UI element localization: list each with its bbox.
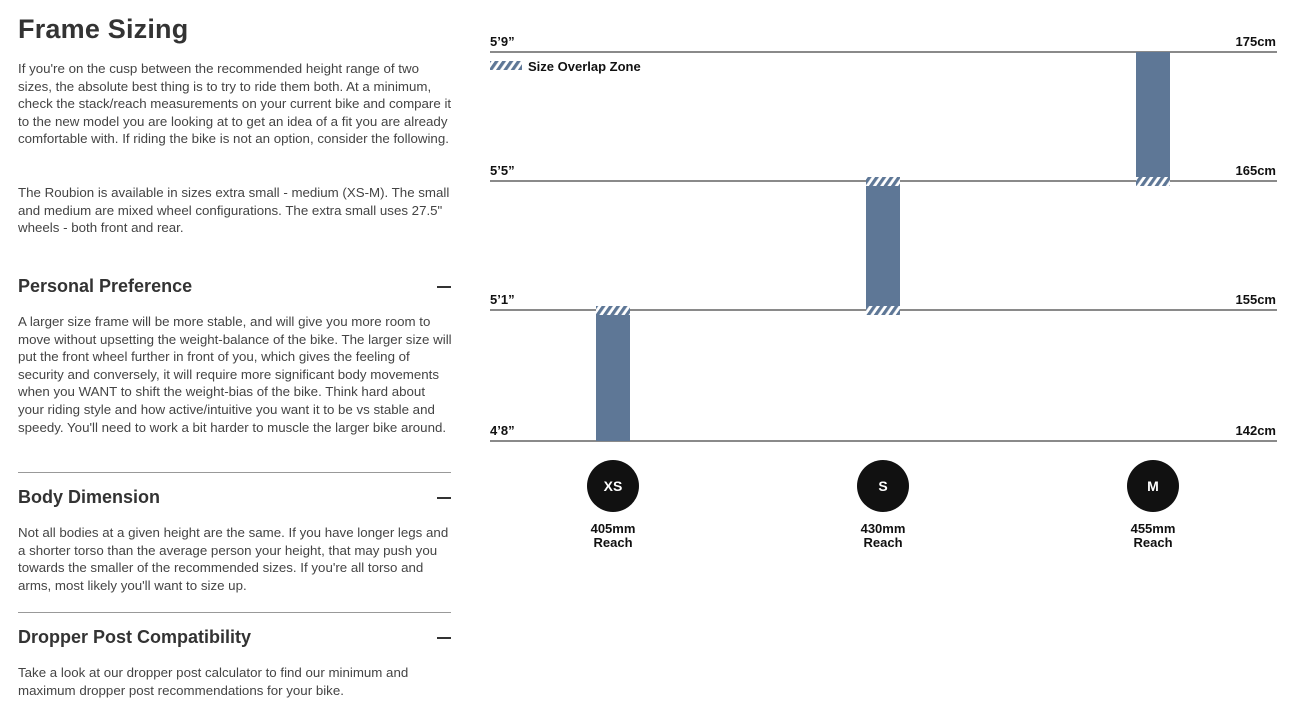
section-title: Personal Preference — [18, 276, 193, 296]
section-body: Take a look at our dropper post calculat… — [18, 665, 409, 698]
size-label: XS — [604, 478, 623, 494]
divider — [18, 472, 451, 473]
size-chart: Size Overlap Zone 4’8” 142cm 5’1” 155cm 5’5”… — [490, 34, 1277, 550]
size-circle — [1127, 460, 1179, 512]
overlap-hatch — [1136, 177, 1170, 186]
minus-icon[interactable] — [437, 286, 451, 288]
size-bar-xs — [596, 310, 630, 441]
legend: Size Overlap Zone — [490, 59, 641, 74]
reach-label: Reach — [593, 535, 632, 550]
overlap-hatch — [596, 306, 630, 315]
size-label: M — [1147, 478, 1159, 494]
height-label-imperial: 5’5” — [490, 163, 515, 178]
overlap-hatch — [866, 306, 900, 315]
section-body: Not all bodies at a given height are the… — [18, 525, 449, 593]
height-label-imperial: 5’9” — [490, 34, 515, 49]
section-header-body-dimension[interactable]: Body Dimension — [18, 487, 451, 509]
height-label-imperial: 4’8” — [490, 423, 515, 438]
legend-label: Size Overlap Zone — [528, 59, 641, 74]
hatch-swatch-icon — [490, 61, 522, 70]
size-circle — [587, 460, 639, 512]
size-bar-s — [866, 181, 900, 310]
size-bar-m — [1136, 52, 1170, 181]
section-header-dropper-post[interactable]: Dropper Post Compatibility — [18, 627, 451, 649]
height-label-metric: 142cm — [1236, 423, 1276, 438]
height-label-imperial: 5’1” — [490, 292, 515, 307]
height-label-metric: 155cm — [1236, 292, 1276, 307]
intro-paragraph: If you're on the cusp between the recomm… — [18, 61, 452, 147]
intro-paragraph-2: The Roubion is available in sizes extra … — [18, 185, 450, 236]
size-circle — [857, 460, 909, 512]
divider — [18, 612, 451, 613]
section-title: Dropper Post Compatibility — [18, 627, 252, 647]
reach-value: 405mm — [591, 521, 636, 536]
reach-label: Reach — [863, 535, 902, 550]
minus-icon[interactable] — [437, 637, 451, 639]
reach-value: 430mm — [861, 521, 906, 536]
section-body: A larger size frame will be more stable,… — [18, 314, 452, 435]
height-label-metric: 165cm — [1236, 163, 1276, 178]
section-title: Body Dimension — [18, 487, 161, 507]
reach-value: 455mm — [1131, 521, 1176, 536]
minus-icon[interactable] — [437, 497, 451, 499]
section-header-personal-preference[interactable]: Personal Preference — [18, 276, 451, 298]
height-label-metric: 175cm — [1236, 34, 1276, 49]
size-label: S — [878, 478, 887, 494]
reach-label: Reach — [1133, 535, 1172, 550]
page-title: Frame Sizing — [18, 14, 189, 44]
overlap-hatch — [866, 177, 900, 186]
